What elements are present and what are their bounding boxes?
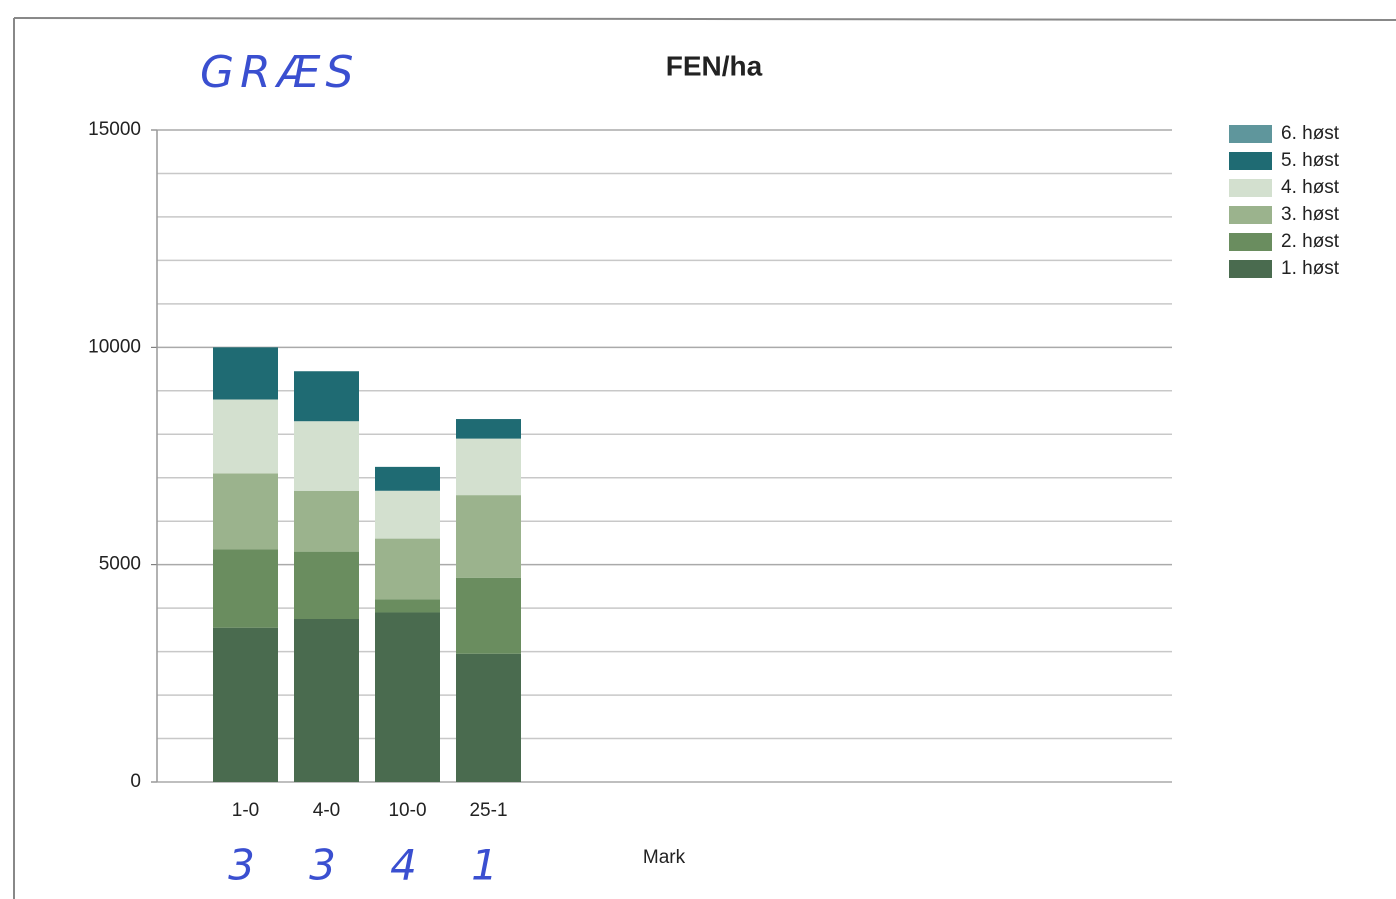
bar-segment <box>213 473 278 550</box>
handwritten-note: GRÆS <box>200 47 359 98</box>
bar-segment <box>294 371 359 422</box>
bar-segment <box>213 627 278 782</box>
bar-segment <box>375 612 440 782</box>
bar-segment <box>213 347 278 400</box>
legend-label: 5. høst <box>1281 150 1340 171</box>
x-tick-label: 25-1 <box>469 800 507 821</box>
bar-segment <box>375 466 440 491</box>
legend-swatch <box>1229 125 1272 143</box>
legend-label: 3. høst <box>1281 204 1340 225</box>
bar-segment <box>294 551 359 619</box>
legend-label: 2. høst <box>1281 231 1340 252</box>
bar-segment <box>213 549 278 628</box>
bar-segment <box>294 421 359 491</box>
legend-swatch <box>1229 206 1272 224</box>
chart-title: FEN/ha <box>666 50 763 81</box>
y-tick-label: 5000 <box>99 554 141 575</box>
bar-segment <box>294 619 359 782</box>
legend-swatch <box>1229 233 1272 251</box>
bar-segment <box>456 653 521 782</box>
bar-segment <box>375 538 440 600</box>
bar-segment <box>456 419 521 439</box>
y-tick-label: 0 <box>130 771 141 792</box>
handwritten-note: 3 <box>228 841 255 890</box>
bar-segment <box>456 438 521 496</box>
legend-label: 6. høst <box>1281 123 1340 144</box>
legend-swatch <box>1229 152 1272 170</box>
x-tick-label: 1-0 <box>232 800 259 821</box>
x-tick-label: 4-0 <box>313 800 340 821</box>
bar-segment <box>456 495 521 578</box>
handwritten-note: 4 <box>390 841 417 890</box>
x-axis-label: Mark <box>643 847 686 868</box>
bar-segment <box>375 490 440 539</box>
legend-swatch <box>1229 260 1272 278</box>
bar-segment <box>375 599 440 613</box>
y-tick-label: 10000 <box>88 336 141 357</box>
legend-label: 1. høst <box>1281 258 1340 279</box>
bar-segment <box>456 577 521 654</box>
bar-segment <box>213 399 278 474</box>
handwritten-note: 1 <box>471 841 498 890</box>
x-tick-label: 10-0 <box>388 800 426 821</box>
bar-segment <box>294 490 359 552</box>
legend-swatch <box>1229 179 1272 197</box>
handwritten-note: 3 <box>309 841 336 890</box>
legend-label: 4. høst <box>1281 177 1340 198</box>
scan-edge <box>13 17 1396 21</box>
y-tick-label: 15000 <box>88 119 141 140</box>
